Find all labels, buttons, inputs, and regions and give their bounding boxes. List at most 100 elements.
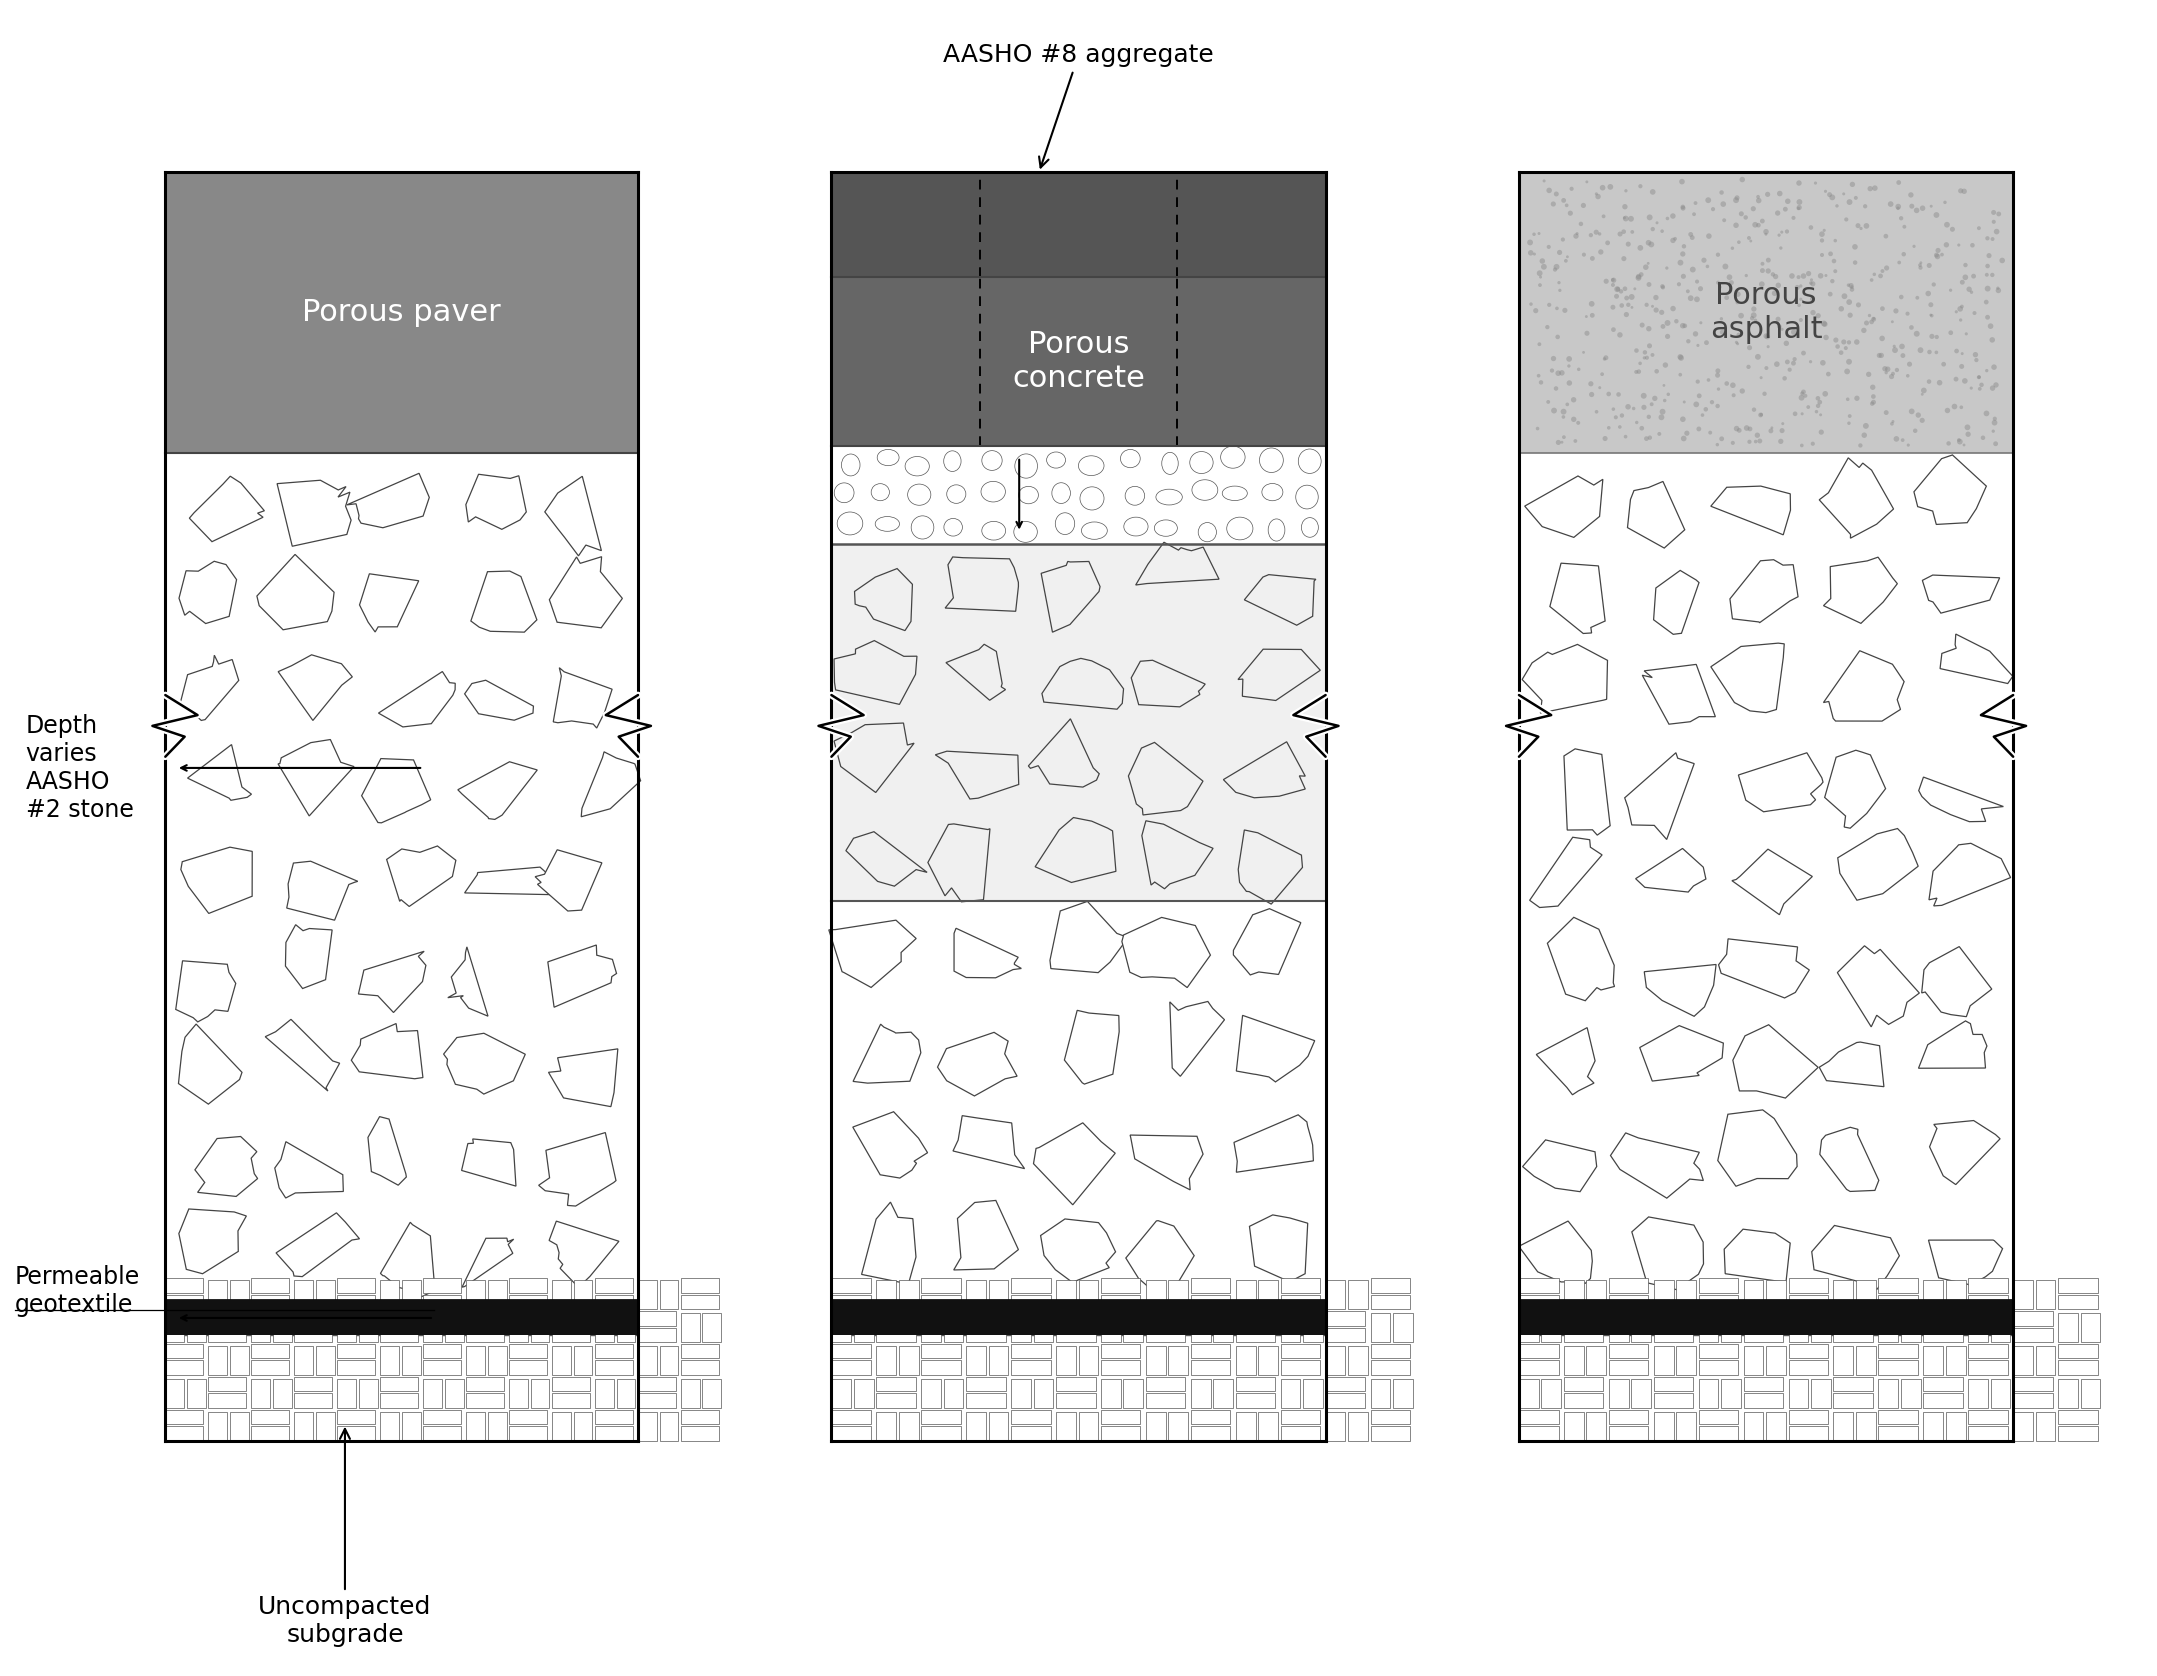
Polygon shape [265, 1019, 339, 1091]
Polygon shape [928, 825, 990, 902]
Polygon shape [352, 1024, 423, 1079]
Point [1657, 203, 1691, 230]
Ellipse shape [945, 451, 962, 471]
Point [1844, 215, 1879, 241]
Bar [830, 173, 1327, 278]
Point [1663, 344, 1698, 370]
Bar [988, 1346, 1009, 1374]
Point [1827, 283, 1861, 310]
Ellipse shape [871, 484, 889, 501]
Bar [899, 1411, 919, 1441]
Point [1639, 210, 1674, 236]
Bar [209, 1280, 226, 1309]
Polygon shape [1141, 821, 1212, 888]
Point [1547, 297, 1581, 323]
Bar [1564, 1280, 1583, 1309]
Ellipse shape [1014, 521, 1038, 543]
Point [1531, 389, 1566, 416]
Polygon shape [1825, 751, 1885, 828]
Point [1736, 196, 1771, 223]
Bar [552, 1327, 589, 1342]
Point [1566, 241, 1600, 268]
Point [1946, 268, 1980, 295]
Polygon shape [1234, 908, 1301, 975]
Bar [854, 1379, 874, 1408]
Polygon shape [852, 1024, 921, 1083]
Bar [1564, 1327, 1603, 1342]
Bar [1519, 1336, 2012, 1441]
Polygon shape [449, 947, 487, 1016]
Bar [509, 1379, 528, 1408]
Bar [1654, 1327, 1693, 1342]
Bar [1812, 1314, 1831, 1342]
Point [1950, 414, 1984, 441]
Bar [250, 1361, 289, 1374]
Point [1978, 431, 2012, 458]
Point [1607, 204, 1641, 231]
Bar [1191, 1379, 1210, 1408]
Point [1633, 332, 1667, 359]
Bar [1393, 1314, 1413, 1342]
Polygon shape [936, 751, 1018, 799]
Point [1583, 221, 1618, 248]
Bar [921, 1410, 960, 1425]
Bar [830, 543, 1327, 902]
Bar [509, 1426, 548, 1441]
Bar [1967, 1344, 2008, 1359]
Bar [1236, 1346, 1255, 1374]
Bar [293, 1393, 332, 1408]
Ellipse shape [1053, 483, 1070, 503]
Point [1626, 345, 1661, 372]
Polygon shape [276, 1213, 360, 1277]
Point [1542, 277, 1577, 303]
Point [1911, 251, 1946, 278]
Point [1613, 206, 1648, 233]
Bar [1212, 1379, 1234, 1408]
Bar [660, 1346, 679, 1374]
Polygon shape [179, 561, 237, 623]
Point [1540, 181, 1575, 208]
Point [1976, 199, 2010, 226]
Point [1590, 268, 1624, 295]
Point [1857, 305, 1892, 332]
Point [1551, 391, 1585, 417]
Point [1622, 173, 1657, 199]
Bar [552, 1311, 589, 1326]
Point [1849, 412, 1883, 439]
Point [1943, 394, 1978, 421]
Bar [1191, 1279, 1229, 1292]
Point [1648, 352, 1682, 379]
Bar [188, 1314, 205, 1342]
Point [1751, 334, 1786, 360]
Bar [1033, 1379, 1053, 1408]
Bar [1393, 1379, 1413, 1408]
Bar [1991, 1314, 2010, 1342]
Polygon shape [1042, 659, 1124, 709]
Point [1784, 432, 1818, 459]
Point [1607, 218, 1641, 245]
Point [1926, 350, 1961, 377]
Point [1812, 360, 1846, 387]
Bar [2058, 1344, 2097, 1359]
Point [1874, 411, 1909, 437]
Point [1531, 233, 1566, 260]
Point [1741, 183, 1775, 210]
Bar [1281, 1314, 1301, 1342]
Bar [231, 1346, 248, 1374]
Point [1678, 320, 1713, 347]
Point [1978, 409, 2012, 436]
Point [1620, 359, 1654, 385]
Point [1622, 265, 1657, 292]
Polygon shape [852, 1111, 928, 1178]
Bar [1609, 1426, 1648, 1441]
Bar [1327, 1346, 1346, 1374]
Bar [336, 1379, 356, 1408]
Bar [466, 1378, 505, 1391]
Point [1715, 429, 1749, 456]
Point [1864, 342, 1898, 369]
Bar [830, 446, 1327, 543]
Polygon shape [1223, 742, 1305, 798]
Point [1616, 293, 1650, 320]
Point [1732, 334, 1767, 360]
Bar [1012, 1279, 1050, 1292]
